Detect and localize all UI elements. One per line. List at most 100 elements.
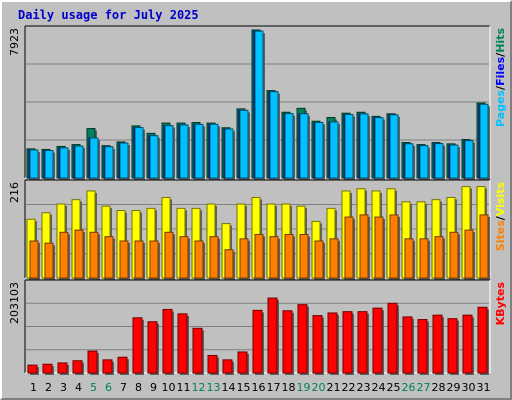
bar-pages <box>164 125 175 180</box>
bar-sites <box>224 249 235 280</box>
panel-middle: 216 Sites/Visits <box>8 179 507 280</box>
x-tick-label: 10 <box>162 381 176 394</box>
x-tick-label: 7 <box>120 381 127 394</box>
bar-pages <box>329 121 340 180</box>
x-tick-label: 30 <box>462 381 476 394</box>
bar-sites <box>404 238 415 280</box>
x-axis-labels: 1 2 3 4 5 6 7 8 9 10 11 12 13 14 15 16 17 18 19 20 21 22 23 24 2… <box>30 381 491 394</box>
x-tick-label: 6 <box>105 381 112 394</box>
bar-kbytes <box>162 308 174 375</box>
bar-kbytes <box>387 302 399 375</box>
legend-item-hits: Hits <box>494 28 507 53</box>
bar-sites <box>434 236 445 280</box>
bar-sites <box>59 231 70 280</box>
x-tick-label: 15 <box>237 381 251 394</box>
x-tick-label: 27 <box>417 381 431 394</box>
x-tick-label: 21 <box>327 381 341 394</box>
bar-sites <box>209 236 220 280</box>
bar-sites <box>179 236 190 280</box>
x-tick-label: 31 <box>477 381 491 394</box>
bar-pages <box>179 124 190 180</box>
bar-kbytes <box>447 318 459 375</box>
bar-pages <box>464 140 475 180</box>
bar-sites <box>314 240 325 280</box>
bar-pages <box>254 30 265 181</box>
y-axis-max-label: 216 <box>8 182 21 203</box>
bar-kbytes <box>222 359 234 375</box>
bar-pages <box>449 144 460 180</box>
bar-pages <box>344 113 355 180</box>
bar-sites <box>164 231 175 280</box>
x-tick-label: 25 <box>387 381 401 394</box>
bar-kbytes <box>477 306 489 375</box>
x-tick-label: 11 <box>177 381 191 394</box>
x-tick-label: 3 <box>60 381 67 394</box>
bar-kbytes <box>432 314 444 375</box>
x-tick-label: 17 <box>267 381 281 394</box>
bar-sites <box>74 229 85 280</box>
bar-sites <box>44 242 55 280</box>
bar-pages <box>404 143 415 180</box>
bar-sites <box>104 236 115 280</box>
bar-kbytes <box>117 356 129 375</box>
legend-item-separator: / <box>494 215 507 220</box>
panel-top-bars <box>26 29 490 181</box>
x-tick-label: 29 <box>447 381 461 394</box>
bar-kbytes <box>72 360 84 375</box>
bar-sites <box>449 231 460 280</box>
legend-middle: Sites/Visits <box>494 182 507 252</box>
x-tick-label: 1 <box>30 381 37 394</box>
x-tick-label: 4 <box>75 381 82 394</box>
panel-bottom-bars <box>27 297 489 375</box>
bar-pages <box>389 114 400 180</box>
bar-kbytes <box>132 317 144 375</box>
x-tick-label: 26 <box>402 381 416 394</box>
bar-kbytes <box>27 364 39 375</box>
bar-sites <box>89 231 100 280</box>
legend-item-files: Files <box>494 56 507 86</box>
bar-pages <box>419 145 430 180</box>
bar-sites <box>479 214 490 280</box>
bar-sites <box>269 236 280 280</box>
bar-pages <box>29 149 40 180</box>
x-tick-label: 20 <box>312 381 326 394</box>
x-tick-label: 28 <box>432 381 446 394</box>
bar-kbytes <box>297 304 309 375</box>
x-tick-label: 5 <box>90 381 97 394</box>
x-tick-label: 19 <box>297 381 311 394</box>
bar-pages <box>359 113 370 180</box>
x-tick-label: 22 <box>342 381 356 394</box>
panel-middle-bars <box>26 186 490 280</box>
bar-kbytes <box>237 351 249 375</box>
bar-kbytes <box>42 363 54 375</box>
bar-sites <box>299 233 310 280</box>
bar-pages <box>89 137 100 180</box>
legend-item-separator: / <box>494 52 507 57</box>
bar-kbytes <box>177 313 189 375</box>
bar-kbytes <box>57 362 69 375</box>
bar-sites <box>254 233 265 280</box>
bar-sites <box>329 238 340 280</box>
bar-pages <box>194 123 205 180</box>
bar-sites <box>119 240 130 280</box>
x-tick-label: 12 <box>192 381 206 394</box>
bar-sites <box>389 214 400 280</box>
bar-pages <box>314 122 325 180</box>
x-tick-label: 2 <box>45 381 52 394</box>
bar-pages <box>119 142 130 180</box>
panel-bottom: 203103 KBytes <box>8 279 507 375</box>
bar-kbytes <box>147 321 159 375</box>
y-axis-max-label: 203103 <box>8 282 21 324</box>
legend-item-kbytes: KBytes <box>494 282 507 326</box>
bar-pages <box>149 135 160 180</box>
bar-kbytes <box>87 350 99 375</box>
bar-kbytes <box>417 319 429 375</box>
bar-pages <box>44 150 55 180</box>
bar-pages <box>299 113 310 180</box>
x-tick-label: 23 <box>357 381 371 394</box>
x-tick-label: 8 <box>135 381 142 394</box>
